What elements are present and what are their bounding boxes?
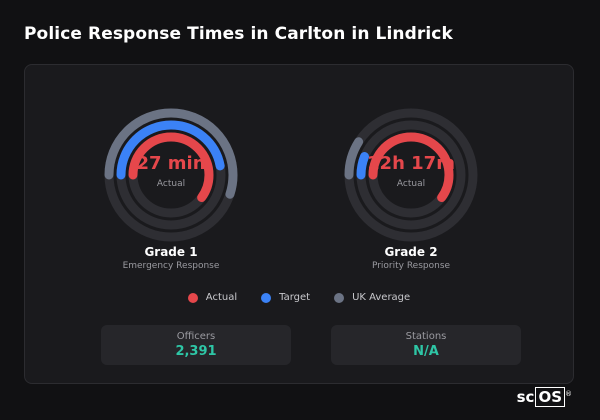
page-title: Police Response Times in Carlton in Lind… — [24, 24, 453, 44]
stations-label: Stations — [405, 331, 447, 342]
brand-registered-mark: ® — [565, 390, 572, 398]
officers-value: 2,391 — [175, 344, 217, 359]
legend-item-uk-average: UK Average — [334, 292, 410, 303]
legend-dot-uk-average — [334, 292, 345, 303]
officers-stat: Officers 2,391 — [101, 325, 291, 365]
uk-average-arc — [344, 108, 478, 242]
grade-1-actual-value: 27 min — [136, 153, 206, 174]
grade-2-rings — [344, 108, 478, 242]
grade-1-rings — [104, 108, 238, 242]
legend-label-actual: Actual — [205, 292, 238, 303]
legend-dot-target — [261, 292, 272, 303]
legend-item-target: Target — [261, 292, 310, 303]
brand-prefix: sc — [516, 388, 535, 406]
officers-label: Officers — [176, 331, 216, 342]
stations-stat: Stations N/A — [331, 325, 521, 365]
grade-2-actual-value: 12h 17m — [367, 153, 455, 174]
target-arc — [116, 120, 226, 230]
actual-arc — [368, 132, 454, 218]
outer-track-ring — [344, 108, 478, 242]
stations-value: N/A — [413, 344, 439, 359]
legend-label-uk-average: UK Average — [352, 292, 411, 303]
legend-item-actual: Actual — [187, 292, 238, 303]
legend-dot-actual — [187, 292, 198, 303]
legend-label-target: Target — [279, 292, 311, 303]
grade-1-gauge: 27 min Actual — [101, 105, 241, 245]
brand-logo: sc OS ® — [516, 387, 572, 407]
grade-1-actual-caption: Actual — [156, 179, 186, 189]
grade-2-subtitle: Priority Response — [371, 261, 451, 271]
grade-1-subtitle: Emergency Response — [122, 261, 220, 271]
grade-2-gauge: 12h 17m Actual — [341, 105, 481, 245]
grade-1-title: Grade 1 — [144, 245, 198, 259]
brand-boxed: OS — [535, 387, 565, 407]
target-arc — [356, 120, 466, 230]
actual-arc — [128, 132, 214, 218]
response-times-card: 27 min Actual Grade 1 Emergency Response… — [24, 64, 574, 384]
legend: Actual Target UK Average — [25, 292, 573, 303]
uk-average-arc — [104, 108, 238, 242]
grade-2-actual-caption: Actual — [396, 179, 426, 189]
grade-2-title: Grade 2 — [384, 245, 438, 259]
